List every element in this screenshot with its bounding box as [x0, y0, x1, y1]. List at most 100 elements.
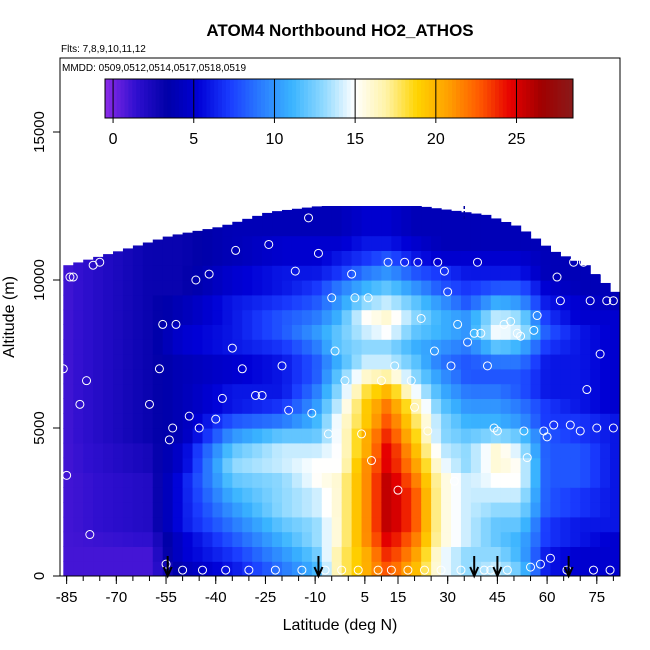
heatmap-cell	[192, 561, 204, 576]
heatmap-cell	[152, 442, 164, 459]
heatmap-cell	[291, 487, 303, 503]
heatmap-cell	[182, 561, 194, 576]
colorbar-segment	[526, 79, 531, 118]
heatmap-cell	[540, 561, 552, 576]
heatmap-cell	[590, 413, 601, 429]
heatmap-cell	[431, 502, 442, 518]
sample-point	[545, 553, 555, 563]
heatmap-cell	[381, 280, 392, 296]
sample-point	[449, 476, 459, 486]
heatmap-cell	[321, 265, 333, 281]
heatmap-cell	[530, 516, 542, 533]
colorbar-segment	[151, 79, 157, 118]
colorbar-segment	[116, 79, 122, 118]
heatmap-cell	[83, 280, 94, 296]
heatmap-cell	[510, 457, 522, 473]
heatmap-cell	[93, 561, 104, 576]
heatmap-cell	[103, 398, 114, 414]
heatmap-cell	[182, 413, 194, 429]
heatmap-cell	[470, 354, 482, 370]
sample-point	[502, 565, 512, 575]
heatmap-cell	[93, 280, 104, 296]
heatmap-cell	[282, 220, 293, 237]
colorbar-segment	[296, 79, 301, 118]
heatmap-cell	[172, 428, 184, 444]
heatmap-cell	[142, 294, 154, 311]
heatmap-cell	[291, 428, 303, 444]
heatmap-cell	[73, 561, 84, 576]
heatmap-cell	[600, 516, 611, 533]
heatmap-cell	[470, 368, 482, 385]
heatmap-cell	[311, 442, 323, 459]
heatmap-cell	[510, 265, 522, 281]
heatmap-cell	[73, 413, 84, 429]
heatmap-cell	[490, 220, 502, 237]
heatmap-cell	[590, 428, 601, 444]
heatmap-cell	[172, 472, 184, 488]
heatmap-cell	[291, 561, 303, 576]
heatmap-cell	[411, 354, 422, 370]
heatmap-cell	[460, 212, 472, 222]
heatmap-cell	[431, 516, 442, 533]
heatmap-cell	[480, 487, 492, 503]
heatmap-cell	[152, 531, 164, 547]
heatmap-cell	[361, 235, 373, 251]
colorbar-segment	[471, 79, 476, 118]
heatmap-cell	[490, 561, 502, 576]
heatmap-cell	[311, 516, 323, 533]
heatmap-cell	[391, 531, 402, 547]
heatmap-cell	[381, 294, 392, 311]
heatmap-cell	[192, 354, 204, 370]
heatmap-cell	[192, 368, 204, 385]
heatmap-cell	[610, 413, 620, 429]
heatmap-cell	[301, 457, 313, 473]
heatmap-cell	[291, 250, 303, 266]
heatmap-cell	[371, 235, 383, 251]
heatmap-cell	[590, 502, 601, 518]
heatmap-cell	[262, 472, 273, 488]
heatmap-cell	[411, 265, 422, 281]
heatmap-cell	[93, 324, 104, 340]
heatmap-cell	[490, 250, 502, 266]
heatmap-cell	[381, 398, 392, 414]
sample-point	[337, 565, 347, 575]
heatmap-cell	[460, 546, 472, 562]
colorbar-segment	[214, 79, 219, 118]
sample-point	[178, 565, 188, 575]
heatmap-cell	[520, 561, 532, 576]
heatmap-cell	[500, 442, 512, 459]
heatmap-cell	[490, 472, 502, 488]
heatmap-cell	[401, 339, 412, 355]
heatmap-cell	[520, 428, 532, 444]
heatmap-cell	[282, 209, 293, 222]
heatmap-cell	[103, 546, 114, 562]
heatmap-cell	[202, 383, 214, 399]
heatmap-cell	[262, 309, 273, 325]
heatmap-cell	[411, 413, 422, 429]
sample-point	[522, 453, 532, 463]
heatmap-cell	[381, 309, 392, 325]
heatmap-cell	[540, 245, 552, 251]
x-tick-label: 45	[489, 589, 506, 606]
sample-point	[373, 565, 383, 575]
heatmap-cell	[590, 546, 601, 562]
sample-point	[559, 234, 569, 244]
heatmap-cell	[93, 265, 104, 281]
heatmap-cell	[83, 546, 94, 562]
heatmap-cell	[192, 472, 204, 488]
heatmap-cell	[202, 280, 214, 296]
colorbar-segment	[253, 79, 258, 118]
heatmap-cell	[371, 546, 383, 562]
colorbar-segment	[565, 79, 570, 118]
heatmap-cell	[272, 546, 283, 562]
heatmap-cell	[431, 531, 442, 547]
heatmap-cell	[301, 220, 313, 237]
heatmap-cell	[421, 457, 432, 473]
heatmap-cell	[122, 516, 134, 533]
heatmap-cell	[202, 354, 214, 370]
heatmap-cell	[242, 220, 253, 237]
heatmap-cell	[421, 294, 432, 311]
colorbar-segment	[393, 79, 398, 118]
heatmap-cell	[162, 294, 174, 311]
heatmap-cell	[331, 220, 343, 237]
